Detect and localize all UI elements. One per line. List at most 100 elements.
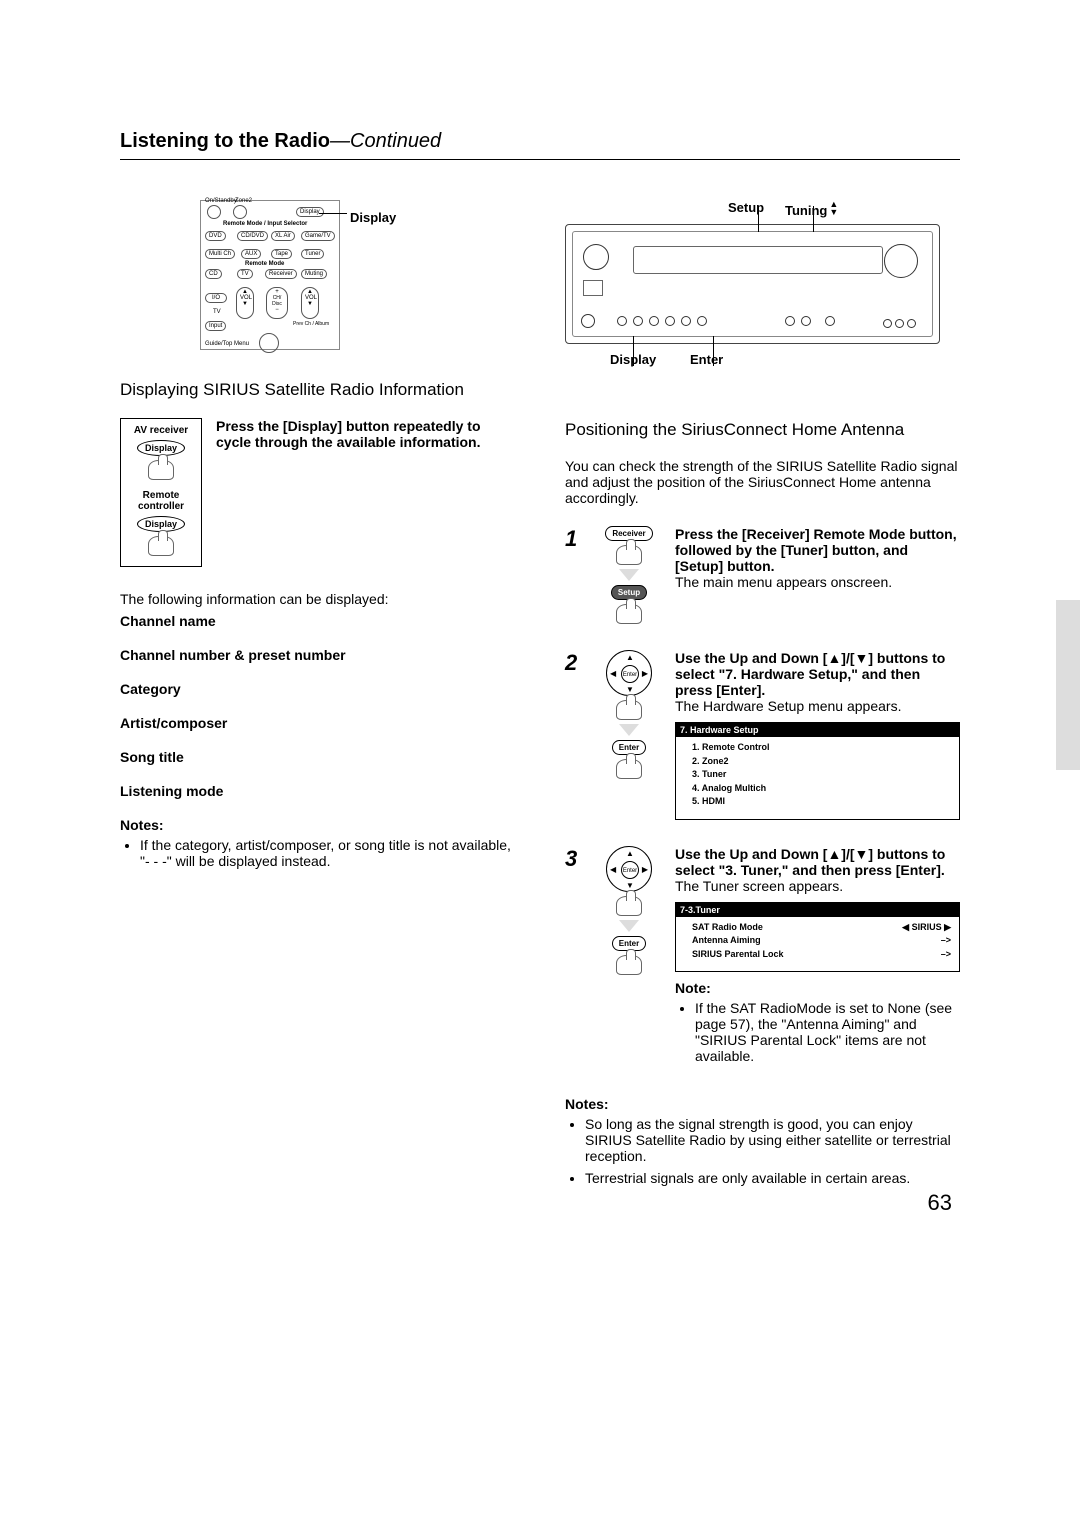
knob-right [884, 244, 918, 278]
pill-zone2: Zone2 [235, 198, 252, 204]
item-song: Song title [120, 749, 515, 765]
hand-icon [616, 604, 642, 624]
step3-note-h: Note: [675, 980, 960, 996]
step-2: 2 ▲▼◀▶ Enter Enter Use the Up and Down [… [565, 650, 960, 820]
right-column: Setup Tuning▲▼ [565, 200, 960, 1192]
step-3-bold: Use the Up and Down [▲]/[▼] buttons to s… [675, 846, 960, 878]
down-arrow-icon [619, 920, 639, 932]
leader-setup [758, 206, 759, 232]
tuner-row-r: –> [941, 948, 951, 962]
down-arrow-icon [619, 569, 639, 581]
hand-icon [616, 545, 642, 565]
stepbox-top: AV receiver [125, 425, 197, 436]
hand-icon-2 [148, 536, 174, 556]
btn-dot [649, 316, 659, 326]
pill-cd: CD [205, 269, 222, 279]
enter-center: Enter [621, 665, 639, 683]
menu-item: 4. Analog Multich [692, 782, 951, 796]
page-title: Listening to the Radio—Continued [120, 130, 960, 160]
pill-xlair: XL Air [271, 231, 295, 241]
btn-dot [665, 316, 675, 326]
pill-prevch: Prev Ch / Album [293, 321, 329, 327]
remote-diagram-block: On/Standby Zone2 Display Remote Mode / I… [120, 200, 515, 350]
nav-half-circle [259, 333, 279, 353]
enter-center: Enter [621, 861, 639, 879]
pill-gametv: Game/TV [301, 231, 335, 241]
right-intro: You can check the strength of the SIRIUS… [565, 458, 960, 506]
down-arrow-icon [619, 724, 639, 736]
step3-note-list: If the SAT RadioMode is set to None (see… [675, 1000, 960, 1064]
step-2-text: Use the Up and Down [▲]/[▼] buttons to s… [675, 650, 960, 820]
right-notes-heading: Notes: [565, 1096, 960, 1112]
display-pill: Display [296, 207, 324, 217]
step-3-text: Use the Up and Down [▲]/[▼] buttons to s… [675, 846, 960, 1071]
step-1-icons: Receiver Setup [597, 526, 661, 624]
right-note-1: So long as the signal strength is good, … [585, 1116, 960, 1164]
btn-dot [617, 316, 627, 326]
step-1: 1 Receiver Setup Press the [Receiver] Re… [565, 526, 960, 624]
step-1-body: The main menu appears onscreen. [675, 574, 960, 590]
item-listening-mode: Listening mode [120, 783, 515, 799]
thumb-tab [1056, 600, 1080, 770]
pill-input: Input [205, 321, 226, 331]
hand-icon [148, 460, 174, 480]
pill-mode-selector: Remote Mode / Input Selector [223, 221, 307, 227]
label-tuning: Tuning▲▼ [785, 200, 838, 218]
tuner-row-r: ◀ SIRIUS ▶ [902, 921, 951, 935]
step-1-num: 1 [565, 526, 583, 552]
item-channel-number: Channel number & preset number [120, 647, 515, 663]
title-main: Listening to the Radio [120, 130, 330, 152]
display-callout: Display [350, 210, 396, 225]
right-subheading: Positioning the SiriusConnect Home Anten… [565, 420, 960, 440]
stepbox-mid: Remote controller [125, 490, 197, 512]
knob-left [583, 244, 609, 270]
step-box: AV receiver Display Remote controller Di… [120, 418, 202, 567]
step-3: 3 ▲▼◀▶ Enter Enter Use the Up and Down [… [565, 846, 960, 1071]
hand-icon [616, 955, 642, 975]
btn-dot [825, 316, 835, 326]
power-icon [207, 205, 221, 219]
btn-dot [785, 316, 795, 326]
pill-tv2: I/O [205, 293, 227, 303]
pill-tv-lbl: TV [213, 309, 221, 315]
left-notes-heading: Notes: [120, 817, 515, 833]
left-notes-list: If the category, artist/composer, or son… [120, 837, 515, 869]
nav-circle-icon: ▲▼◀▶ Enter [606, 846, 652, 892]
menu-item: 1. Remote Control [692, 741, 951, 755]
left-note-1: If the category, artist/composer, or son… [140, 837, 515, 869]
btn-dot [681, 316, 691, 326]
tuner-row-l: Antenna Aiming [692, 934, 761, 948]
hand-icon [616, 700, 642, 720]
step-2-num: 2 [565, 650, 583, 676]
pill-aux: AUX [241, 249, 261, 259]
btn-dot [801, 316, 811, 326]
step-2-body: The Hardware Setup menu appears. [675, 698, 960, 714]
item-artist: Artist/composer [120, 715, 515, 731]
menu-item: 3. Tuner [692, 768, 951, 782]
nav-circle-icon: ▲▼◀▶ Enter [606, 650, 652, 696]
vol-rocker-2: ▲VOL▼ [301, 287, 319, 319]
receiver-box [565, 224, 940, 344]
pill-cddvd: CD/DVD [237, 231, 268, 241]
tuner-row-l: SAT Radio Mode [692, 921, 763, 935]
menu-item: 5. HDMI [692, 795, 951, 809]
step-3-icons: ▲▼◀▶ Enter Enter [597, 846, 661, 975]
hand-icon [616, 759, 642, 779]
remote-diagram: On/Standby Zone2 Display Remote Mode / I… [200, 200, 340, 350]
receiver-display-panel [633, 246, 883, 274]
leader-tuning [813, 206, 814, 232]
receiver-diagram: Setup Tuning▲▼ [565, 200, 960, 390]
left-column: On/Standby Zone2 Display Remote Mode / I… [120, 200, 515, 1192]
label-enter: Enter [690, 352, 723, 367]
pill-onstandby: On/Standby [205, 198, 237, 204]
hand-icon [616, 896, 642, 916]
title-continued: —Continued [330, 130, 441, 152]
jack-row [883, 319, 916, 328]
pill-tv: TV [237, 269, 253, 279]
pill-multich: Multi Ch [205, 249, 235, 259]
press-row: AV receiver Display Remote controller Di… [120, 418, 515, 567]
port-icon [583, 280, 603, 296]
btn-dot [633, 316, 643, 326]
hardware-setup-menu: 7. Hardware Setup 1. Remote Control 2. Z… [675, 722, 960, 820]
tuner-row-r: –> [941, 934, 951, 948]
